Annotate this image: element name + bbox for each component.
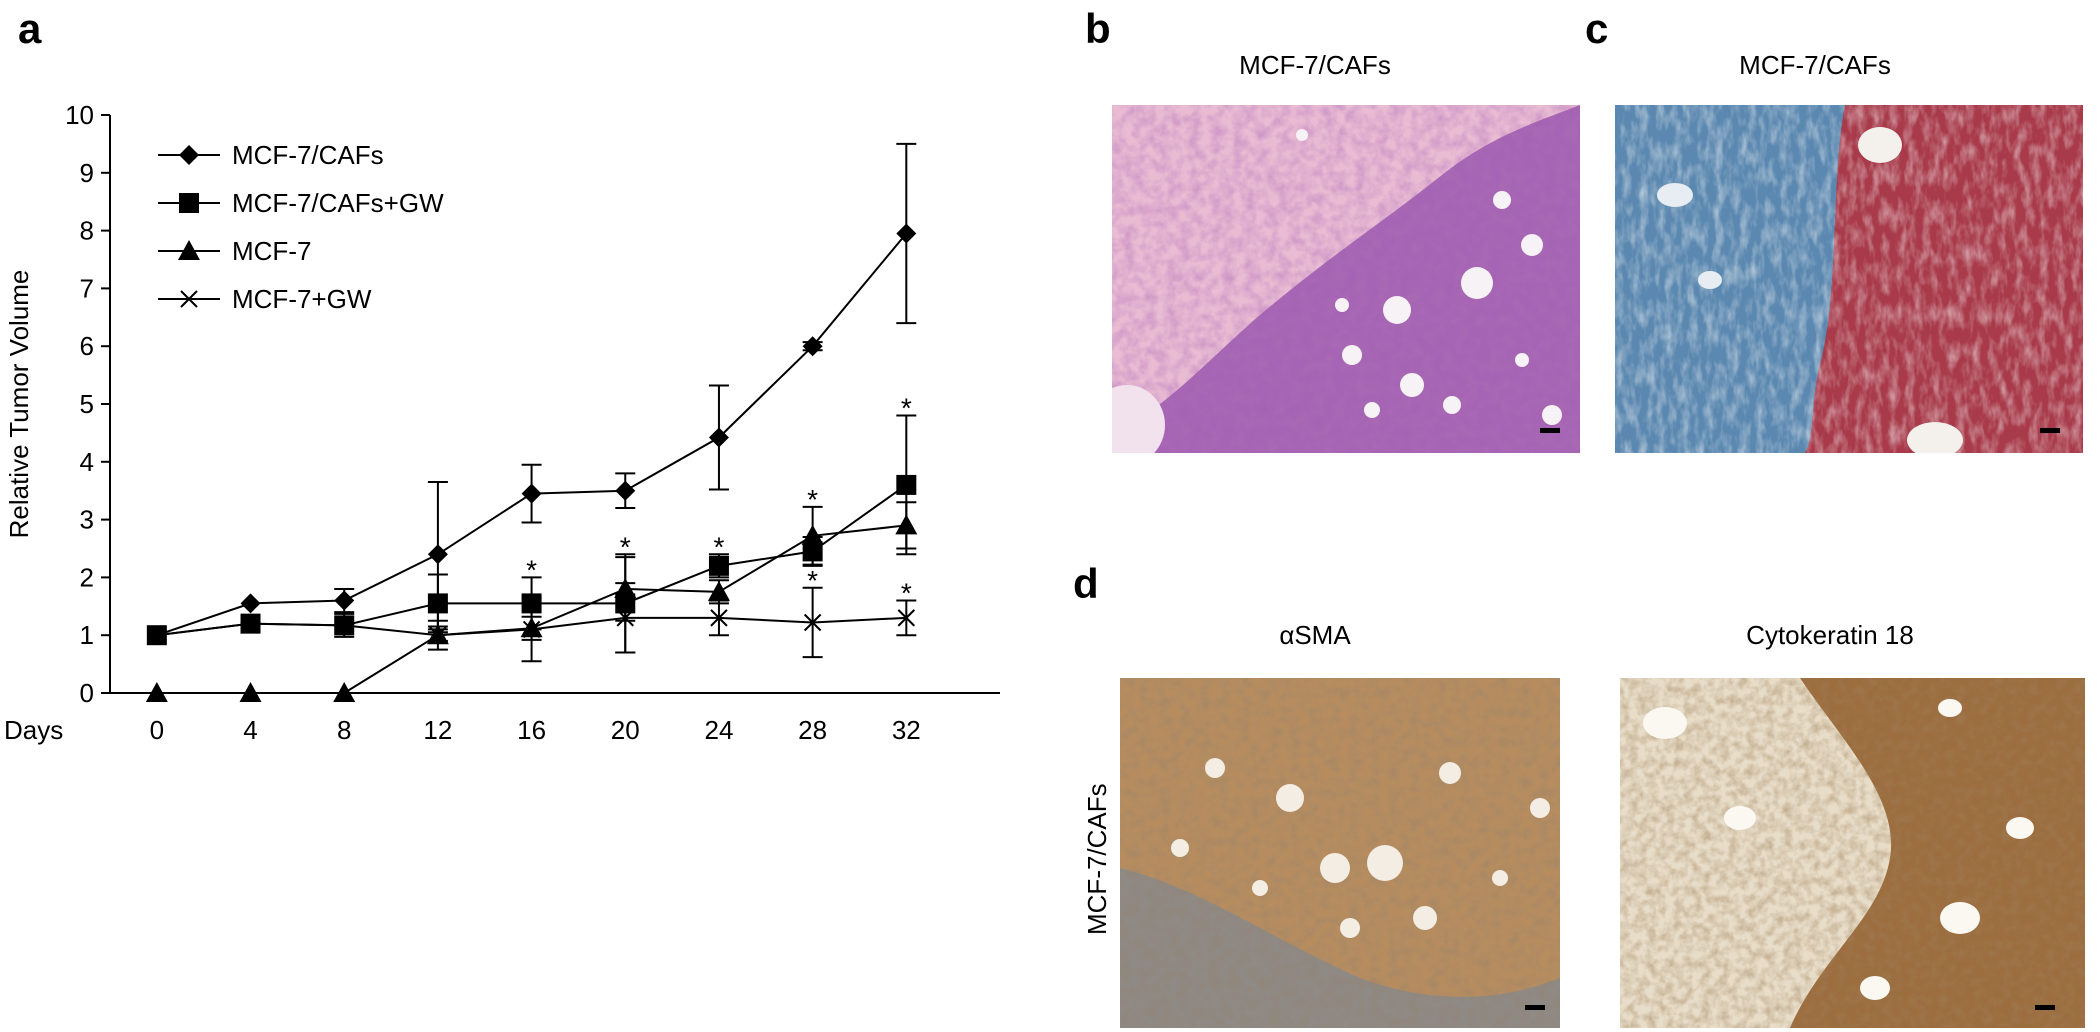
he-stain-micrograph: [1112, 105, 1580, 453]
data-point: [335, 616, 353, 635]
panel-d-left-caption: αSMA: [1279, 620, 1351, 650]
legend-entry: MCF-7+GW: [232, 284, 372, 314]
data-point: [522, 620, 541, 639]
y-tick-label: 5: [80, 389, 94, 419]
significance-marker: *: [620, 531, 631, 562]
scale-bar: [2040, 428, 2060, 433]
x-tick-label: 32: [892, 715, 921, 745]
y-tick-label: 8: [80, 216, 94, 246]
data-point: [334, 590, 355, 611]
y-tick-label: 1: [80, 620, 94, 650]
scale-bar: [1525, 1005, 1545, 1010]
panel-letter-d: d: [1073, 560, 1099, 607]
data-point: [148, 626, 166, 644]
x-tick-label: 16: [517, 715, 546, 745]
legend-marker: [180, 290, 198, 308]
data-point: [897, 609, 916, 627]
panel-b-caption: MCF-7/CAFs: [1239, 50, 1391, 80]
panel-c-caption: MCF-7/CAFs: [1739, 50, 1891, 80]
y-tick-label: 0: [80, 678, 94, 708]
y-axis-label: Relative Tumor Volume: [4, 270, 34, 539]
scale-bar: [2035, 1005, 2055, 1010]
legend-marker: [178, 240, 200, 260]
x-tick-label: 12: [423, 715, 452, 745]
data-point: [333, 682, 356, 702]
data-point: [803, 613, 822, 632]
significance-marker: *: [807, 484, 818, 515]
data-point: [801, 524, 824, 545]
y-tick-label: 2: [80, 562, 94, 592]
significance-marker: *: [901, 393, 912, 424]
panel-letter-b: b: [1085, 5, 1111, 52]
x-tick-label: 0: [150, 715, 164, 745]
x-tick-label: 20: [611, 715, 640, 745]
scale-bar: [1540, 428, 1560, 433]
panel-letter-c: c: [1585, 5, 1609, 52]
y-tick-label: 9: [80, 158, 94, 188]
legend-marker: [179, 145, 199, 165]
panel-letter-a: a: [18, 5, 42, 52]
data-point: [615, 480, 636, 501]
alpha-sma-ihc-micrograph: [1120, 678, 1560, 1028]
data-point: [240, 593, 261, 614]
y-tick-label: 4: [80, 447, 94, 477]
panel-d-right-caption: Cytokeratin 18: [1746, 620, 1914, 650]
data-point: [616, 609, 634, 627]
legend-entry: MCF-7/CAFs+GW: [232, 188, 444, 218]
data-point: [802, 336, 823, 357]
data-point: [710, 609, 728, 627]
data-point: [427, 593, 448, 614]
significance-marker: *: [901, 578, 912, 609]
data-point: [427, 544, 448, 565]
legend-entry: MCF-7: [232, 236, 311, 266]
trichrome-stain-micrograph: [1615, 105, 2083, 453]
data-point: [708, 427, 729, 448]
significance-marker: *: [807, 565, 818, 596]
y-tick-label: 7: [80, 273, 94, 303]
x-tick-label: 24: [704, 715, 733, 745]
significance-marker: *: [526, 554, 537, 585]
significance-marker: *: [713, 531, 724, 562]
data-point: [239, 682, 262, 702]
data-point: [429, 626, 447, 644]
data-point: [896, 474, 917, 495]
data-point: [708, 555, 729, 576]
x-tick-label: 28: [798, 715, 827, 745]
data-point: [896, 223, 917, 244]
data-point: [895, 514, 918, 535]
legend-entry: MCF-7/CAFs: [232, 140, 384, 170]
x-tick-label: 8: [337, 715, 351, 745]
panel-d-side-label: MCF-7/CAFs: [1082, 783, 1112, 935]
data-point: [241, 614, 260, 633]
y-tick-label: 3: [80, 505, 94, 535]
legend-marker: [179, 193, 199, 213]
data-point: [521, 483, 542, 504]
data-point: [707, 580, 730, 601]
y-tick-label: 10: [65, 100, 94, 130]
cytokeratin-18-ihc-micrograph: [1620, 678, 2085, 1028]
y-tick-label: 6: [80, 331, 94, 361]
x-tick-label: 4: [243, 715, 257, 745]
x-axis-label: Days: [4, 715, 63, 745]
data-point: [145, 682, 168, 702]
